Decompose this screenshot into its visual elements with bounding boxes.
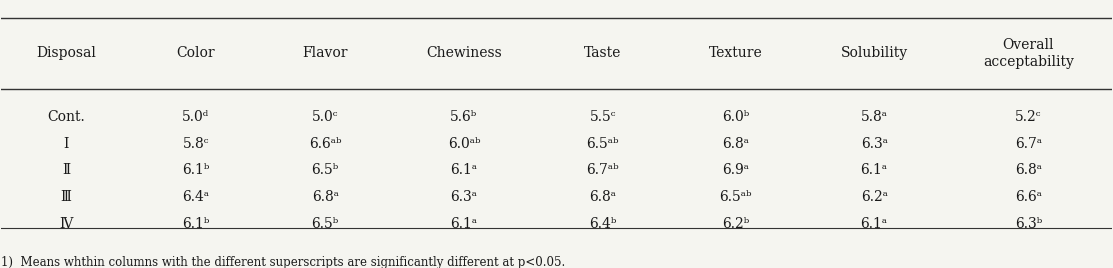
- Text: 6.8ᵃ: 6.8ᵃ: [589, 190, 617, 204]
- Text: 6.5ᵃᵇ: 6.5ᵃᵇ: [587, 137, 619, 151]
- Text: 5.0ᵈ: 5.0ᵈ: [183, 110, 209, 124]
- Text: 6.8ᵃ: 6.8ᵃ: [722, 137, 749, 151]
- Text: 6.1ᵃ: 6.1ᵃ: [451, 163, 477, 177]
- Text: Color: Color: [176, 46, 215, 61]
- Text: 6.4ᵃ: 6.4ᵃ: [183, 190, 209, 204]
- Text: 6.1ᵃ: 6.1ᵃ: [860, 217, 888, 231]
- Text: 6.5ᵇ: 6.5ᵇ: [312, 163, 338, 177]
- Text: 6.3ᵃ: 6.3ᵃ: [451, 190, 477, 204]
- Text: 6.0ᵃᵇ: 6.0ᵃᵇ: [447, 137, 480, 151]
- Text: 6.4ᵇ: 6.4ᵇ: [589, 217, 617, 231]
- Text: 6.2ᵃ: 6.2ᵃ: [860, 190, 888, 204]
- Text: 6.1ᵃ: 6.1ᵃ: [860, 163, 888, 177]
- Text: 6.5ᵃᵇ: 6.5ᵃᵇ: [719, 190, 751, 204]
- Text: 6.1ᵃ: 6.1ᵃ: [451, 217, 477, 231]
- Text: 6.3ᵇ: 6.3ᵇ: [1015, 217, 1042, 231]
- Text: I: I: [63, 137, 69, 151]
- Text: 6.8ᵃ: 6.8ᵃ: [312, 190, 338, 204]
- Text: 5.8ᶜ: 5.8ᶜ: [183, 137, 209, 151]
- Text: 5.2ᶜ: 5.2ᶜ: [1015, 110, 1042, 124]
- Text: 6.8ᵃ: 6.8ᵃ: [1015, 163, 1042, 177]
- Text: 5.8ᵃ: 5.8ᵃ: [860, 110, 888, 124]
- Text: Taste: Taste: [584, 46, 621, 61]
- Text: 6.7ᵃ: 6.7ᵃ: [1015, 137, 1042, 151]
- Text: Ⅳ: Ⅳ: [59, 217, 72, 231]
- Text: Chewiness: Chewiness: [426, 46, 502, 61]
- Text: 5.5ᶜ: 5.5ᶜ: [590, 110, 615, 124]
- Text: 6.1ᵇ: 6.1ᵇ: [183, 163, 209, 177]
- Text: Disposal: Disposal: [37, 46, 96, 61]
- Text: Ⅱ: Ⅱ: [62, 163, 70, 177]
- Text: 5.0ᶜ: 5.0ᶜ: [312, 110, 338, 124]
- Text: Texture: Texture: [709, 46, 762, 61]
- Text: Ⅲ: Ⅲ: [61, 190, 71, 204]
- Text: 6.0ᵇ: 6.0ᵇ: [721, 110, 749, 124]
- Text: 6.5ᵇ: 6.5ᵇ: [312, 217, 338, 231]
- Text: Overall
acceptability: Overall acceptability: [983, 38, 1074, 69]
- Text: 6.6ᵃᵇ: 6.6ᵃᵇ: [309, 137, 342, 151]
- Text: 6.7ᵃᵇ: 6.7ᵃᵇ: [587, 163, 619, 177]
- Text: 1)  Means whthin columns with the different superscripts are significantly diffe: 1) Means whthin columns with the differe…: [1, 256, 565, 268]
- Text: Cont.: Cont.: [47, 110, 85, 124]
- Text: 5.6ᵇ: 5.6ᵇ: [451, 110, 477, 124]
- Text: 6.3ᵃ: 6.3ᵃ: [860, 137, 888, 151]
- Text: 6.9ᵃ: 6.9ᵃ: [722, 163, 749, 177]
- Text: Flavor: Flavor: [303, 46, 348, 61]
- Text: Solubility: Solubility: [840, 46, 908, 61]
- Text: 6.6ᵃ: 6.6ᵃ: [1015, 190, 1042, 204]
- Text: 6.2ᵇ: 6.2ᵇ: [721, 217, 749, 231]
- Text: 6.1ᵇ: 6.1ᵇ: [183, 217, 209, 231]
